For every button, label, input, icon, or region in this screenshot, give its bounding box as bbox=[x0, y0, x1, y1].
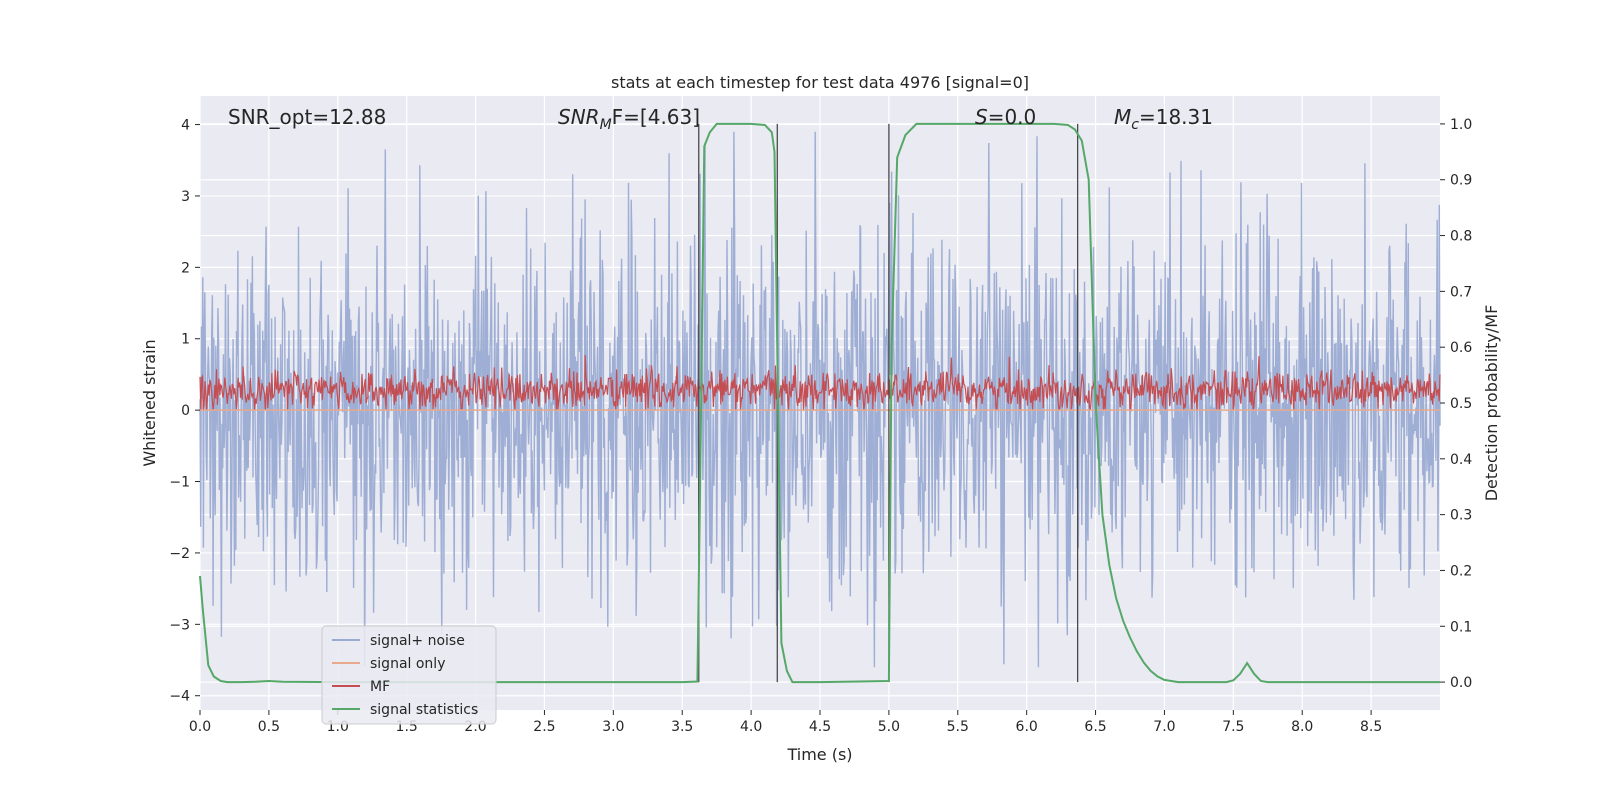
legend-label: signal only bbox=[370, 656, 445, 672]
x-tick-label: 0.0 bbox=[189, 719, 211, 735]
y2-tick-label: 0.5 bbox=[1450, 396, 1472, 412]
y-axis-label: Whitened strain bbox=[140, 339, 159, 466]
y2-axis-label: Detection probability/MF bbox=[1482, 305, 1501, 502]
y2-tick-label: 0.4 bbox=[1450, 452, 1472, 468]
legend: signal+ noise signal only MF signal statist… bbox=[321, 625, 497, 725]
annotation-snr-opt: SNR_opt=12.88 bbox=[228, 105, 386, 129]
y-tick-label: 2 bbox=[181, 260, 190, 276]
y2-tick-label: 0.7 bbox=[1450, 284, 1472, 300]
x-axis-label: Time (s) bbox=[786, 745, 852, 764]
y2-tick-label: 1.0 bbox=[1450, 117, 1472, 133]
x-tick-label: 0.5 bbox=[258, 719, 280, 735]
y2-tick-label: 0.9 bbox=[1450, 173, 1472, 189]
annotation-mc-tail: =18.31 bbox=[1139, 105, 1213, 129]
x-tick-label: 3.5 bbox=[671, 719, 693, 735]
y2-tick-label: 0.0 bbox=[1450, 675, 1472, 691]
x-tick-label: 5.0 bbox=[878, 719, 900, 735]
y-tick-label: 4 bbox=[181, 118, 190, 134]
y2-tick-label: 0.3 bbox=[1450, 508, 1472, 524]
y2-tick-label: 0.1 bbox=[1450, 619, 1472, 635]
x-tick-label: 3.0 bbox=[602, 719, 624, 735]
x-tick-label: 8.5 bbox=[1360, 719, 1382, 735]
annotation-s-tail: =0.0 bbox=[988, 105, 1037, 129]
annotation-snr-mf-tail: F=[4.63] bbox=[612, 105, 700, 129]
annotation-mc-sub: c bbox=[1131, 117, 1139, 133]
legend-label: signal+ noise bbox=[370, 633, 465, 649]
x-tick-label: 2.5 bbox=[533, 719, 555, 735]
x-tick-label: 4.5 bbox=[809, 719, 831, 735]
x-tick-label: 7.5 bbox=[1222, 719, 1244, 735]
y2-tick-label: 0.8 bbox=[1450, 229, 1472, 245]
x-tick-label: 6.5 bbox=[1084, 719, 1106, 735]
x-tick-label: 7.0 bbox=[1153, 719, 1175, 735]
annotation-snr-mf: SNRMF=[4.63] bbox=[558, 105, 700, 133]
annotation-snr-mf-sub: M bbox=[600, 117, 612, 133]
annotation-s: S=0.0 bbox=[975, 105, 1036, 129]
y-tick-label: −2 bbox=[169, 546, 190, 562]
x-tick-label: 6.0 bbox=[1016, 719, 1038, 735]
x-tick-label: 4.0 bbox=[740, 719, 762, 735]
annotation-s-main: S bbox=[975, 105, 988, 129]
y2-tick-label: 0.2 bbox=[1450, 563, 1472, 579]
y-tick-label: 1 bbox=[181, 332, 190, 348]
annotation-snr-mf-main: SNR bbox=[558, 105, 600, 129]
legend-label: signal statistics bbox=[370, 702, 478, 718]
y-axis-ticks: −4 −3 −2 −1 0 1 2 3 4 bbox=[169, 118, 200, 705]
y2-axis-ticks: 0.0 0.1 0.2 0.3 0.4 0.5 0.6 0.7 0.8 0.9 1.0 bbox=[1440, 117, 1472, 691]
legend-box bbox=[321, 625, 497, 725]
legend-label: MF bbox=[370, 679, 390, 695]
annotation-mc-main: M bbox=[1114, 105, 1131, 129]
y-tick-label: 0 bbox=[181, 403, 190, 419]
y-tick-label: −3 bbox=[169, 617, 190, 633]
y-tick-label: −4 bbox=[169, 689, 190, 705]
y-tick-label: −1 bbox=[169, 475, 190, 491]
x-tick-label: 5.5 bbox=[947, 719, 969, 735]
x-tick-label: 8.0 bbox=[1291, 719, 1313, 735]
y2-tick-label: 0.6 bbox=[1450, 340, 1472, 356]
x-axis-ticks: 0.0 0.5 1.0 1.5 2.0 2.5 3.0 3.5 4.0 4.5 5.0 5.5 6.0 6… bbox=[189, 710, 1382, 735]
annotation-mc: Mc=18.31 bbox=[1114, 105, 1213, 133]
y-tick-label: 3 bbox=[181, 189, 190, 205]
chart-title: stats at each timestep for test data 497… bbox=[611, 73, 1029, 92]
